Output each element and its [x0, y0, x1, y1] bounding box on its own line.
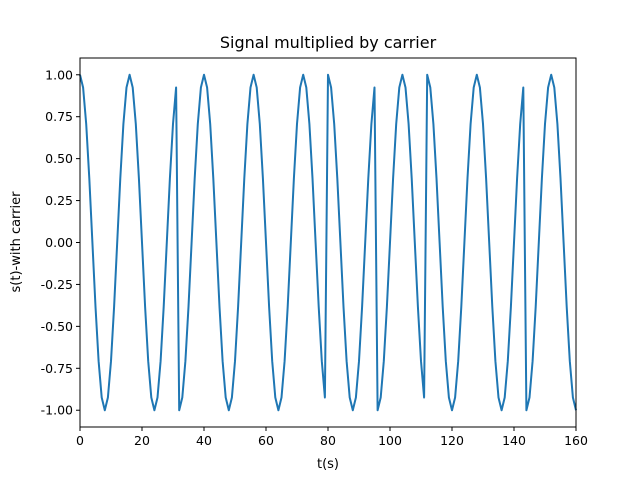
y-tick-label: 0.75	[45, 109, 73, 124]
x-tick-label: 80	[320, 433, 336, 448]
y-tick-label: -0.25	[41, 277, 73, 292]
chart-title: Signal multiplied by carrier	[220, 33, 437, 52]
x-tick-label: 140	[502, 433, 526, 448]
ticks-layer: 0 20 40 60 80 100 120 140 160 -1.00 -0.75 -0.50 -0.2…	[41, 67, 588, 448]
x-tick-label: 160	[564, 433, 588, 448]
x-tick-label: 40	[196, 433, 212, 448]
y-tick-label: 0.50	[45, 151, 73, 166]
y-tick-label: -0.75	[41, 361, 73, 376]
x-tick-label: 100	[378, 433, 402, 448]
y-tick-label: -0.50	[41, 319, 73, 334]
plot-frame	[79, 57, 577, 428]
y-tick-label: 1.00	[45, 67, 73, 82]
x-tick-label: 120	[440, 433, 464, 448]
x-tick-label: 0	[76, 433, 84, 448]
series-line-0	[79, 73, 577, 412]
y-tick-label: 0.00	[45, 235, 73, 250]
series-layer	[79, 73, 577, 412]
x-axis-label: t(s)	[317, 457, 339, 472]
x-tick-label: 20	[134, 433, 150, 448]
y-tick-label: 0.25	[45, 193, 73, 208]
y-axis-label: s(t)-with carrier	[9, 191, 24, 293]
y-tick-label: -1.00	[41, 403, 73, 418]
x-tick-label: 60	[258, 433, 274, 448]
